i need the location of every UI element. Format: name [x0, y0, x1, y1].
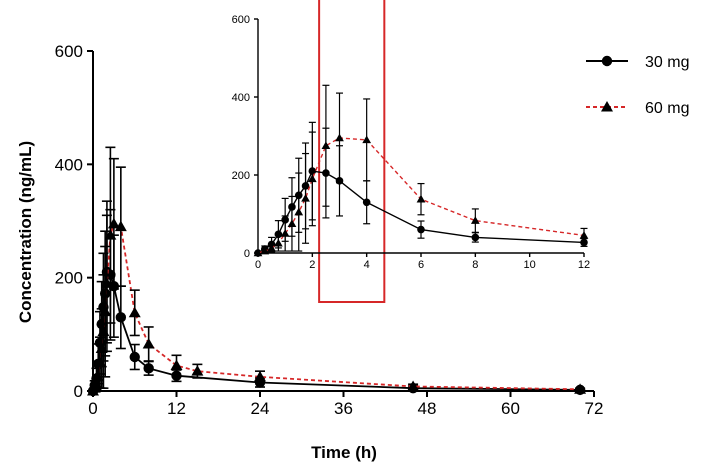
data-point: [470, 216, 480, 224]
y-axis-title: Concentration (ng/mL): [16, 141, 35, 323]
data-point: [294, 207, 304, 216]
data-point: [274, 238, 283, 247]
data-point: [301, 194, 310, 202]
y-tick-label: 600: [55, 42, 83, 61]
highlight-box: [318, 0, 386, 303]
data-point: [254, 370, 266, 382]
data-point: [129, 351, 140, 363]
x-tick-label: 36: [334, 399, 353, 418]
data-point: [407, 380, 420, 391]
data-point: [267, 243, 276, 252]
data-point: [362, 135, 372, 144]
data-point: [107, 217, 120, 229]
data-point: [260, 246, 270, 255]
x-tick-label: 12: [167, 399, 186, 418]
legend-marker: [601, 55, 613, 67]
data-point: [100, 277, 113, 288]
legend-label: 30 mg: [645, 54, 689, 71]
x-tick-label: 4: [364, 259, 370, 271]
data-point: [92, 370, 105, 382]
x-tick-label: 6: [418, 259, 424, 271]
data-point: [170, 359, 183, 370]
x-tick-label: 24: [251, 399, 270, 418]
data-point: [321, 141, 331, 150]
y-tick-label: 0: [74, 382, 83, 401]
data-point: [417, 225, 425, 234]
legend-marker: [601, 101, 613, 112]
x-tick-label: 12: [578, 259, 590, 271]
data-point: [362, 198, 371, 207]
x-axis-title: Time (h): [311, 443, 377, 462]
data-point: [416, 194, 426, 203]
data-point: [95, 342, 108, 353]
inset-plot: 0 2 4 6 8 10 12 0 200 400 600: [232, 0, 590, 303]
data-point: [307, 174, 317, 183]
y-tick-label: 400: [232, 92, 250, 104]
x-tick-label: 0: [255, 259, 261, 271]
data-point: [142, 337, 155, 349]
data-point: [280, 229, 290, 237]
x-tick-label: 0: [88, 399, 97, 418]
series-line: [257, 137, 585, 254]
legend: 30 mg 60 mg: [586, 54, 689, 117]
y-tick-label: 400: [55, 155, 83, 174]
data-point: [579, 231, 589, 239]
data-point: [274, 230, 283, 239]
data-point: [191, 365, 204, 376]
series-line: [92, 222, 581, 392]
x-tick-label: 2: [309, 259, 315, 271]
x-tick-label: 8: [472, 259, 478, 271]
data-point: [287, 219, 297, 228]
x-tick-label: 48: [418, 399, 437, 418]
data-point: [104, 229, 117, 240]
data-point: [335, 133, 344, 142]
data-point: [143, 363, 154, 374]
data-point: [253, 248, 263, 257]
x-tick-label: 72: [585, 399, 604, 418]
y-tick-label: 200: [55, 269, 83, 288]
data-point: [90, 378, 103, 389]
data-point: [128, 306, 141, 318]
y-tick-label: 0: [244, 248, 250, 260]
data-point: [114, 220, 127, 232]
x-tick-label: 10: [524, 259, 536, 271]
data-point: [97, 325, 110, 336]
x-tick-label: 60: [501, 399, 520, 418]
data-point: [93, 356, 106, 368]
series-line: [92, 270, 581, 392]
y-tick-label: 600: [232, 14, 250, 26]
data-point: [574, 383, 587, 394]
data-point: [471, 233, 480, 242]
data-point: [99, 305, 112, 317]
y-tick-label: 200: [232, 170, 250, 182]
data-point: [115, 312, 127, 323]
legend-label: 60 mg: [645, 100, 689, 117]
